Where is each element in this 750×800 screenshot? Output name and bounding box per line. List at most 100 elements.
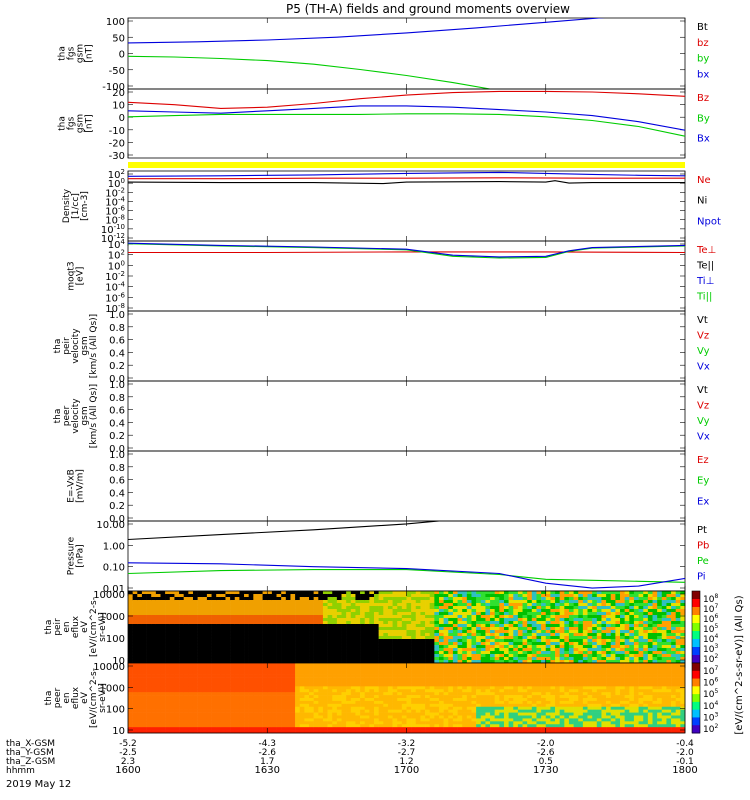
spectrogram-cell: [151, 695, 157, 699]
spectrogram-cell: [374, 609, 379, 613]
spectrogram-cell: [606, 606, 612, 610]
spectrogram-cell: [387, 591, 393, 595]
spectrogram-cell: [262, 721, 268, 725]
spectrogram-cell: [322, 683, 328, 687]
spectrogram-cell: [429, 692, 435, 696]
spectrogram-cell: [341, 645, 347, 649]
spectrogram-cell: [322, 721, 328, 725]
spectrogram-cell: [457, 594, 463, 598]
spectrogram-cell: [582, 636, 588, 640]
spectrogram-cell: [680, 612, 686, 616]
spectrogram-cell: [160, 609, 166, 613]
spectrogram-cell: [285, 615, 291, 619]
spectrogram-cell: [346, 715, 352, 719]
spectrogram-cell: [587, 594, 593, 598]
spectrogram-cell: [332, 692, 338, 696]
spectrogram-cell: [387, 654, 393, 658]
spectrogram-cell: [582, 648, 588, 652]
spectrogram-cell: [438, 724, 444, 728]
spectrogram-cell: [276, 663, 282, 667]
spectrogram-cell: [383, 730, 389, 734]
spectrogram-cell: [248, 639, 254, 643]
spectrogram-cell: [508, 636, 514, 640]
spectrogram-cell: [336, 692, 342, 696]
spectrogram-cell: [485, 651, 491, 655]
spectrogram-cell: [295, 645, 301, 649]
spectrogram-cell: [132, 591, 138, 595]
spectrogram-cell: [476, 639, 482, 643]
spectrogram-cell: [397, 724, 403, 728]
spectrogram-cell: [290, 645, 296, 649]
spectrogram-cell: [257, 609, 263, 613]
spectrogram-cell: [188, 712, 194, 716]
spectrogram-cell: [573, 645, 579, 649]
spectrogram-cell: [313, 612, 319, 616]
spectrogram-cell: [392, 630, 398, 634]
colorbar-swatch: [692, 607, 700, 616]
spectrogram-cell: [299, 600, 305, 604]
spectrogram-cell: [425, 709, 431, 713]
spectrogram-cell: [267, 636, 273, 640]
spectrogram-cell: [415, 603, 421, 607]
spectrogram-cell: [536, 639, 542, 643]
spectrogram-cell: [141, 660, 147, 664]
spectrogram-cell: [290, 600, 296, 604]
spectrogram-cell: [369, 660, 375, 664]
spectrogram-cell: [197, 695, 203, 699]
spectrogram-cell: [383, 612, 389, 616]
spectrogram-cell: [452, 730, 458, 734]
spectrogram-cell: [438, 695, 444, 699]
spectrogram-cell: [276, 657, 282, 661]
spectrogram-cell: [179, 615, 184, 619]
spectrogram-cell: [322, 594, 328, 598]
spectrogram-cell: [420, 727, 426, 731]
spectrogram-cell: [197, 689, 203, 693]
spectrogram-cell: [332, 636, 338, 640]
spectrogram-cell: [550, 609, 556, 613]
spectrogram-cell: [378, 642, 384, 646]
spectrogram-cell: [564, 636, 570, 640]
spectrogram-cell: [244, 665, 249, 670]
spectrogram-cell: [160, 615, 166, 619]
spectrogram-cell: [578, 609, 584, 613]
spectrogram-cell: [276, 674, 282, 678]
spectrogram-cell: [248, 730, 254, 734]
spectrogram-cell: [128, 692, 133, 696]
spectrogram-cell: [387, 651, 393, 655]
spectrogram-cell: [267, 700, 273, 705]
spectrogram-cell: [374, 606, 379, 610]
spectrogram-cell: [346, 703, 352, 708]
spectrogram-cell: [508, 627, 514, 631]
spectrogram-cell: [179, 636, 184, 640]
spectrogram-cell: [290, 621, 296, 625]
spectrogram-cell: [327, 612, 333, 616]
spectrogram-cell: [239, 674, 245, 678]
spectrogram-cell: [378, 606, 384, 610]
spectrogram-cell: [633, 594, 639, 598]
spectrogram-cell: [225, 680, 231, 684]
spectrogram-cell: [443, 633, 449, 637]
spectrogram-cell: [411, 718, 417, 722]
spectrogram-cell: [448, 689, 454, 693]
spectrogram-cell: [179, 689, 184, 693]
spectrogram-cell: [378, 715, 384, 719]
spectrogram-cell: [374, 642, 379, 646]
spectrogram-cell: [336, 712, 342, 716]
spectrogram-cell: [341, 621, 347, 625]
spectrogram-cell: [253, 597, 259, 601]
spectrogram-cell: [378, 660, 384, 664]
spectrogram-cell: [629, 651, 635, 655]
spectrogram-cell: [155, 654, 161, 658]
spectrogram-cell: [420, 665, 426, 670]
spectrogram-cell: [216, 689, 222, 693]
spectrogram-cell: [151, 651, 157, 655]
spectrogram-cell: [132, 600, 138, 604]
spectrogram-cell: [638, 594, 644, 598]
spectrogram-cell: [564, 621, 570, 625]
spectrogram-cell: [309, 683, 314, 687]
spectrogram-cell: [485, 630, 491, 634]
spectrogram-cell: [592, 660, 598, 664]
spectrogram-cell: [415, 712, 421, 716]
spectrogram-cell: [141, 630, 147, 634]
